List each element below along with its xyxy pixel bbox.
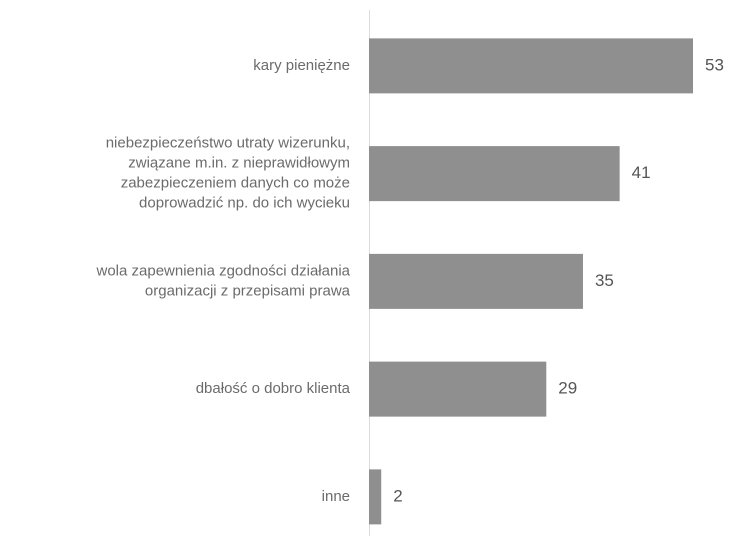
value-label: 41 (632, 163, 651, 182)
label-line: kary pieniężne (253, 57, 350, 74)
y-tick-label: wola zapewnienia zgodności działania orga… (96, 262, 351, 299)
bar (369, 469, 382, 525)
y-tick-label: niebezpieczeństwo utraty wizerunku, związ… (106, 135, 350, 212)
bar (369, 146, 620, 202)
label-line: niebezpieczeństwo utraty wizerunku, (106, 135, 350, 152)
label-line: organizacji z przepisami prawa (145, 282, 351, 299)
bar (369, 38, 693, 94)
label-line: wola zapewnienia zgodności działania (96, 262, 351, 279)
label-line: doprowadzić np. do ich wycieku (139, 195, 350, 212)
y-tick-label: inne (322, 488, 350, 505)
y-tick-label: kary pieniężne (253, 57, 350, 74)
value-label: 2 (393, 486, 402, 505)
value-label: 53 (705, 55, 724, 74)
bar (369, 361, 547, 417)
label-line: dbałość o dobro klienta (196, 380, 351, 397)
label-line: związane m.in. z nieprawidłowym (128, 155, 350, 172)
value-label: 29 (558, 379, 577, 398)
value-label: 35 (595, 271, 614, 290)
label-line: inne (322, 488, 350, 505)
y-tick-label: dbałość o dobro klienta (196, 380, 351, 397)
label-line: zabezpieczeniem danych co może (121, 175, 350, 192)
bar (369, 253, 583, 309)
